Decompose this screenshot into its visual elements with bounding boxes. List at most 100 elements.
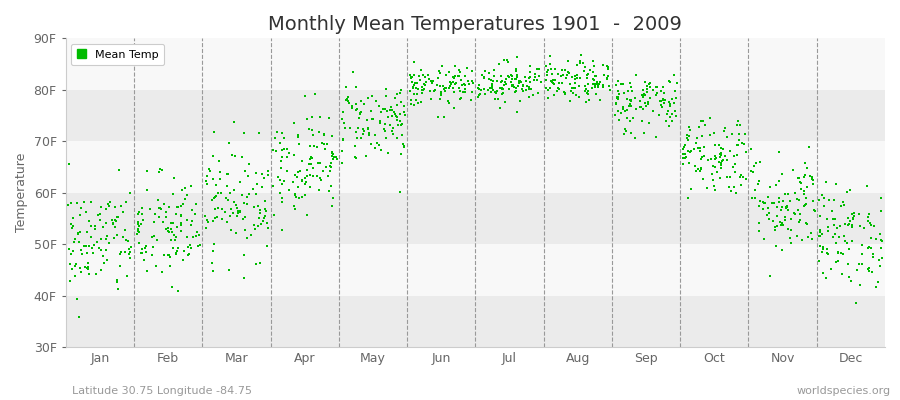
Point	[158, 209, 173, 215]
Point	[372, 103, 386, 109]
Point	[437, 86, 452, 92]
Point	[698, 143, 712, 150]
Point	[669, 112, 683, 119]
Point	[443, 83, 457, 90]
Point	[572, 75, 587, 81]
Point	[842, 246, 856, 253]
Point	[418, 82, 432, 88]
Point	[454, 76, 468, 83]
Point	[775, 220, 789, 226]
Point	[181, 252, 195, 258]
Point	[489, 90, 503, 96]
Point	[149, 263, 164, 270]
Point	[491, 78, 505, 84]
Point	[541, 94, 555, 101]
Point	[531, 90, 545, 96]
Point	[436, 82, 450, 89]
Point	[410, 80, 425, 86]
Point	[688, 163, 702, 170]
Point	[437, 88, 452, 94]
Point	[340, 94, 355, 100]
Point	[81, 243, 95, 249]
Point	[274, 154, 289, 160]
Point	[716, 146, 730, 152]
Point	[394, 99, 409, 105]
Point	[337, 137, 351, 144]
Point	[280, 145, 294, 152]
Point	[206, 218, 220, 224]
Point	[189, 201, 203, 208]
Point	[680, 154, 694, 160]
Point	[397, 143, 411, 149]
Point	[544, 78, 558, 84]
Point	[202, 166, 216, 172]
Point	[374, 109, 388, 116]
Point	[600, 76, 615, 82]
Point	[122, 250, 136, 257]
Point	[348, 107, 363, 114]
Point	[515, 86, 529, 93]
Point	[707, 153, 722, 160]
Point	[807, 207, 822, 213]
Point	[192, 232, 206, 239]
Point	[570, 75, 584, 81]
Point	[812, 197, 826, 203]
Point	[70, 230, 85, 236]
Point	[356, 101, 371, 108]
Point	[485, 85, 500, 92]
Point	[712, 158, 726, 165]
Point	[861, 218, 876, 224]
Point	[155, 167, 169, 174]
Point	[102, 202, 116, 209]
Point	[269, 148, 284, 154]
Point	[122, 246, 136, 252]
Point	[602, 86, 616, 93]
Point	[513, 78, 527, 84]
Point	[484, 77, 499, 83]
Point	[476, 74, 491, 81]
Point	[233, 209, 248, 215]
Point	[625, 96, 639, 103]
Point	[852, 223, 867, 229]
Point	[260, 243, 274, 249]
Point	[588, 81, 602, 87]
Point	[855, 251, 869, 257]
Point	[682, 160, 697, 166]
Point	[678, 144, 692, 150]
Point	[464, 97, 479, 103]
Point	[250, 181, 265, 187]
Point	[442, 100, 456, 107]
Point	[102, 240, 116, 246]
Point	[505, 81, 519, 88]
Point	[65, 266, 79, 272]
Point	[508, 76, 522, 82]
Point	[596, 83, 610, 90]
Point	[478, 90, 492, 97]
Point	[95, 252, 110, 259]
Point	[820, 245, 834, 252]
Point	[792, 217, 806, 223]
Point	[693, 145, 707, 152]
Point	[762, 184, 777, 190]
Point	[626, 114, 640, 121]
Point	[206, 240, 220, 247]
Point	[106, 219, 121, 226]
Point	[148, 210, 162, 217]
Point	[682, 149, 697, 156]
Point	[321, 115, 336, 121]
Point	[547, 81, 562, 88]
Point	[649, 84, 663, 90]
Point	[112, 250, 127, 257]
Point	[225, 152, 239, 158]
Point	[205, 218, 220, 224]
Point	[649, 92, 663, 98]
Point	[500, 76, 514, 82]
Point	[561, 58, 575, 64]
Point	[233, 179, 248, 185]
Point	[505, 76, 519, 82]
Point	[751, 180, 765, 187]
Point	[241, 173, 256, 180]
Point	[675, 161, 689, 167]
Point	[557, 66, 572, 73]
Point	[152, 214, 166, 220]
